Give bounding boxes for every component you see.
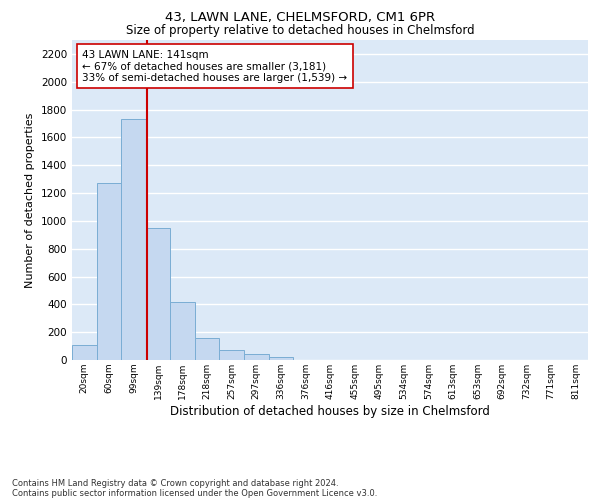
Text: Contains public sector information licensed under the Open Government Licence v3: Contains public sector information licen…: [12, 489, 377, 498]
Text: 43, LAWN LANE, CHELMSFORD, CM1 6PR: 43, LAWN LANE, CHELMSFORD, CM1 6PR: [165, 11, 435, 24]
Bar: [220, 350, 244, 360]
Y-axis label: Number of detached properties: Number of detached properties: [25, 112, 35, 288]
Bar: [72, 344, 97, 360]
Bar: [121, 120, 146, 360]
X-axis label: Distribution of detached houses by size in Chelmsford: Distribution of detached houses by size …: [170, 404, 490, 417]
Bar: [146, 228, 170, 360]
Bar: [195, 338, 220, 360]
Bar: [244, 354, 269, 360]
Text: Size of property relative to detached houses in Chelmsford: Size of property relative to detached ho…: [125, 24, 475, 37]
Text: 43 LAWN LANE: 141sqm
← 67% of detached houses are smaller (3,181)
33% of semi-de: 43 LAWN LANE: 141sqm ← 67% of detached h…: [82, 50, 347, 83]
Text: Contains HM Land Registry data © Crown copyright and database right 2024.: Contains HM Land Registry data © Crown c…: [12, 479, 338, 488]
Bar: [170, 302, 195, 360]
Bar: [97, 184, 121, 360]
Bar: [269, 356, 293, 360]
